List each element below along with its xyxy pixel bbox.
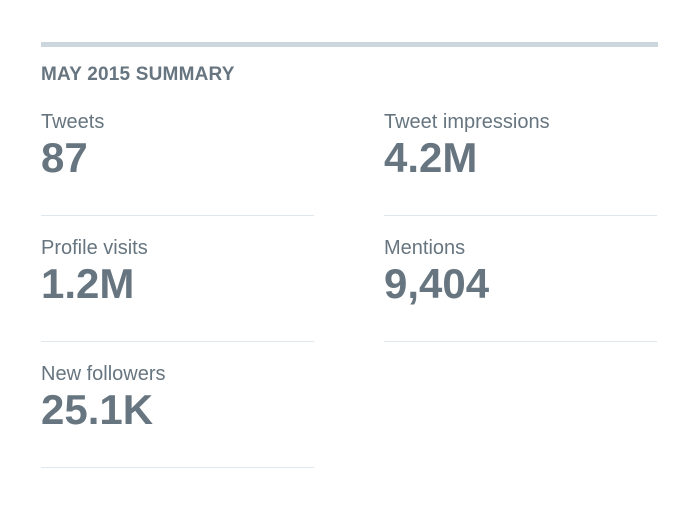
stat-tweet-impressions-value: 4.2M [384,134,478,181]
summary-panel: MAY 2015 SUMMARY Tweets 87 Tweet impress… [41,42,658,468]
stat-profile-visits: Profile visits 1.2M [41,236,314,342]
stat-new-followers-label: New followers [41,363,166,385]
stat-profile-visits-label: Profile visits [41,237,148,259]
stat-tweets-label: Tweets [41,111,105,133]
stat-tweet-impressions: Tweet impressions 4.2M [384,110,657,216]
stat-mentions: Mentions 9,404 [384,236,657,342]
stat-mentions-value: 9,404 [384,260,490,307]
stat-tweets-value: 87 [41,134,88,181]
stat-new-followers-value: 25.1K [41,386,154,433]
stat-new-followers: New followers 25.1K [41,362,314,468]
top-rule [41,42,658,47]
stat-tweets: Tweets 87 [41,110,314,216]
stat-mentions-label: Mentions [384,237,466,259]
summary-title: MAY 2015 SUMMARY [41,64,235,85]
stat-tweet-impressions-label: Tweet impressions [384,111,550,133]
stat-profile-visits-value: 1.2M [41,260,135,307]
